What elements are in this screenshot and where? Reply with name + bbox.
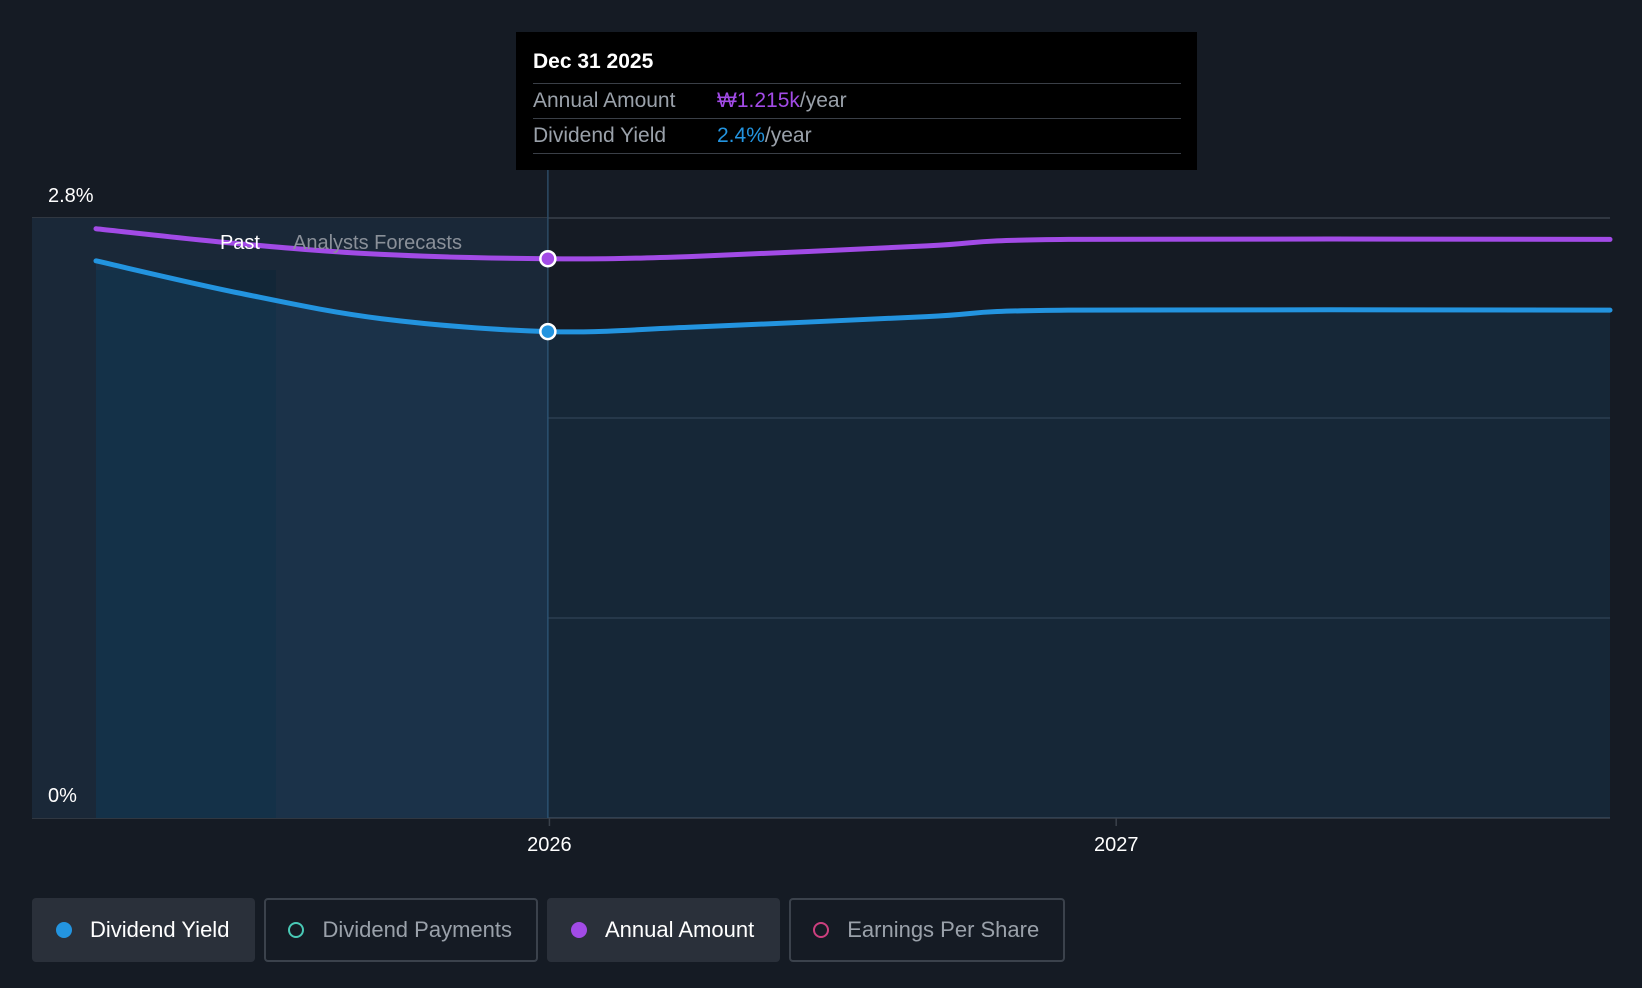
x-tick-label: 2026 [527,834,572,856]
annual-amount-line [93,226,1613,262]
legend-item-earnings-per-share[interactable]: Earnings Per Share [789,898,1066,962]
hollow-circle-icon [288,922,305,938]
chart-tooltip: Dec 31 2025 Annual Amount ₩1.215k /year … [516,32,1197,170]
y-tick-label: 0% [48,785,77,807]
forecast-label: Analysts Forecasts [293,232,462,254]
legend-label: Earnings Per Share [847,917,1040,942]
dividend-yield-line [93,258,1613,335]
tooltip-label: Annual Amount [533,89,676,112]
filled-circle-icon [570,922,587,938]
tooltip-label: Dividend Yield [533,124,667,147]
chart-legend: Dividend Yield Dividend Payments Annual … [32,898,1066,962]
tooltip-value: 2.4% [717,124,765,147]
legend-label: Dividend Payments [322,917,512,942]
tooltip-date: Dec 31 2025 [533,47,1181,84]
past-history-shade [96,270,276,818]
y-tick-label: 2.8% [48,185,94,207]
tooltip-value: ₩1.215k [717,89,800,112]
legend-item-annual-amount[interactable]: Annual Amount [546,898,781,962]
legend-item-dividend-yield[interactable]: Dividend Yield [32,898,256,962]
legend-item-dividend-payments[interactable]: Dividend Payments [264,898,538,962]
tooltip-unit: /year [764,124,812,147]
dividend-yield-highlight-point [539,322,557,341]
tooltip-row-annual-amount: Annual Amount ₩1.215k /year [533,84,1181,119]
legend-label: Annual Amount [604,917,755,942]
legend-label: Dividend Yield [90,917,230,942]
x-tick-label: 2027 [1094,834,1139,856]
dividend-yield-area [96,260,1610,818]
annual-amount-highlight-point [539,249,557,268]
hollow-circle-icon [813,922,830,938]
past-label: Past [220,232,260,254]
tooltip-row-dividend-yield: Dividend Yield 2.4% /year [533,119,1181,154]
filled-circle-icon [56,922,72,938]
tooltip-unit: /year [799,89,847,112]
